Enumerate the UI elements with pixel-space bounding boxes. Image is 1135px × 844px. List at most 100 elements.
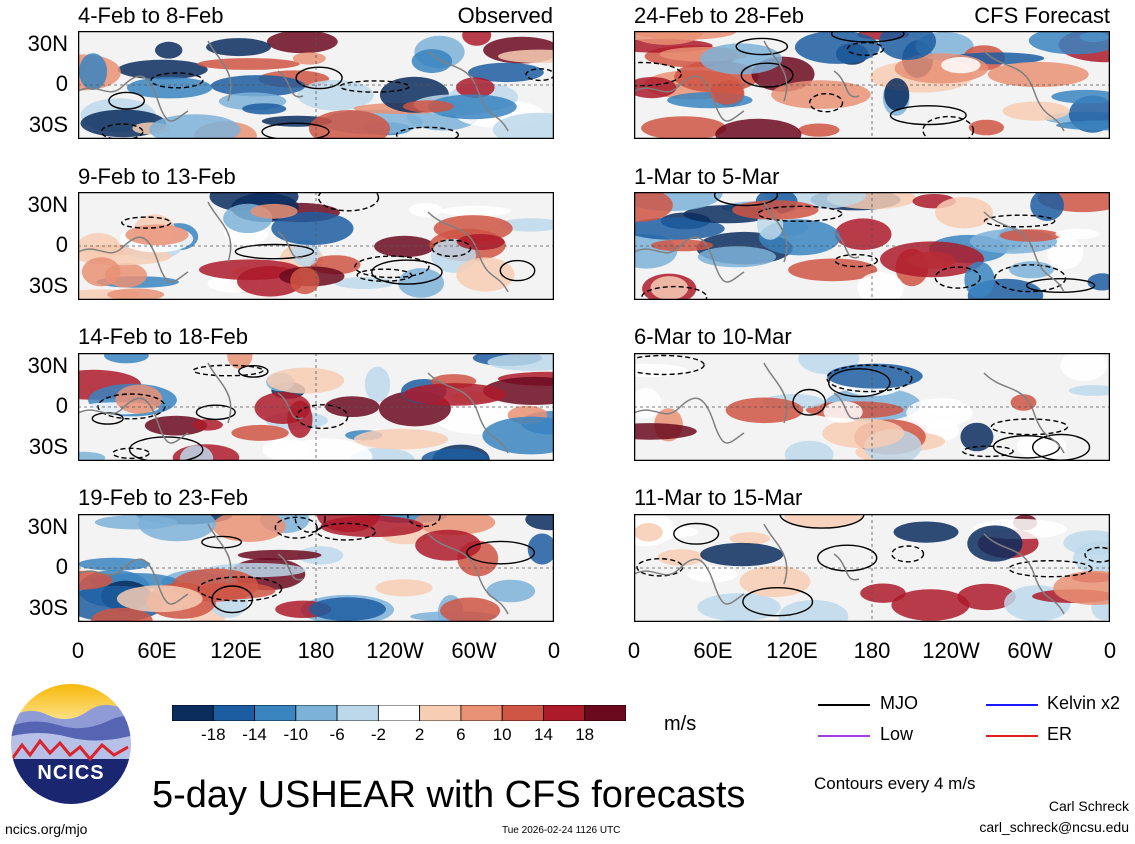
shear-anomaly-blob bbox=[353, 428, 449, 450]
colorbar-segment bbox=[543, 704, 586, 722]
mjo-contour bbox=[316, 522, 376, 541]
shear-anomaly-blob bbox=[634, 423, 697, 440]
shear-anomaly-blob bbox=[1056, 120, 1110, 131]
ncics-logo-text: NCICS bbox=[37, 762, 105, 784]
shear-anomaly-blob bbox=[415, 529, 481, 561]
lat-label-30n-row1: 30N bbox=[27, 31, 68, 56]
shear-anomaly-blob bbox=[1068, 385, 1110, 396]
map-panel-svg bbox=[634, 31, 1110, 139]
mjo-contour bbox=[891, 545, 925, 563]
main-title: 5-day USHEAR with CFS forecasts bbox=[152, 774, 746, 816]
shear-anomaly-blob bbox=[687, 566, 738, 583]
shear-anomaly-blob bbox=[999, 229, 1061, 242]
shear-anomaly-blob bbox=[709, 81, 744, 105]
shear-anomaly-blob bbox=[428, 94, 517, 120]
shear-anomaly-blob bbox=[798, 123, 840, 137]
mjo-contour bbox=[192, 364, 264, 377]
shear-anomaly-blob bbox=[456, 234, 505, 250]
colorbar-tick-label: 6 bbox=[456, 725, 466, 744]
shear-anomaly-blob bbox=[78, 570, 113, 590]
mjo-contour bbox=[371, 259, 443, 285]
mjo-contour bbox=[1084, 546, 1110, 563]
shear-anomaly-blob bbox=[700, 542, 784, 567]
shear-anomaly-blob bbox=[179, 445, 214, 461]
shear-anomaly-blob bbox=[440, 597, 501, 622]
colorbar-tick-label: -2 bbox=[370, 725, 386, 744]
shear-anomaly-blob bbox=[1009, 261, 1054, 279]
shear-anomaly-blob bbox=[266, 367, 345, 394]
shear-anomaly-blob bbox=[375, 579, 433, 597]
lat-label-30n-row2: 30N bbox=[27, 192, 68, 217]
lat-label-30s-row3: 30S bbox=[28, 434, 68, 459]
shear-anomaly-blob bbox=[729, 532, 771, 545]
mjo-contour bbox=[274, 516, 318, 539]
shear-anomaly-blob bbox=[891, 589, 970, 621]
mjo-contour bbox=[296, 404, 349, 430]
ncics-logo bbox=[9, 682, 133, 806]
lon-label-left-0: 0 bbox=[71, 638, 85, 663]
panel-frame bbox=[78, 514, 554, 622]
shear-anomaly-blob bbox=[78, 451, 106, 461]
lat-label-30s-row2: 30S bbox=[28, 273, 68, 298]
mjo-contour bbox=[713, 192, 779, 207]
panel-frame bbox=[78, 353, 554, 461]
colorbar-segment bbox=[377, 704, 421, 722]
mjo-contour bbox=[735, 37, 789, 56]
mjo-contour bbox=[211, 585, 254, 614]
coastline bbox=[634, 201, 1065, 293]
shear-anomaly-blob bbox=[650, 239, 713, 252]
shear-anomaly-blob bbox=[1030, 192, 1064, 221]
legend-label-er: ER bbox=[1047, 724, 1073, 744]
map-panel-obs3 bbox=[78, 353, 554, 461]
legend-swatch-er bbox=[986, 735, 1038, 737]
panel-title-fc3: 6-Mar to 10-Mar bbox=[634, 324, 792, 349]
coastline bbox=[78, 362, 509, 454]
panel-title-fc2: 1-Mar to 5-Mar bbox=[634, 164, 780, 189]
colorbar-segment bbox=[212, 704, 255, 722]
panel-title-fc1: 24-Feb to 28-Feb bbox=[634, 3, 804, 28]
lon-label-left-60w: 60W bbox=[451, 638, 497, 663]
shear-anomaly-blob bbox=[650, 276, 689, 300]
lon-label-right-60w: 60W bbox=[1007, 638, 1053, 663]
shear-anomaly-blob bbox=[497, 49, 554, 63]
mjo-contour bbox=[195, 404, 236, 421]
lat-label-30s-row1: 30S bbox=[28, 112, 68, 137]
mjo-contour bbox=[636, 557, 684, 577]
lat-label-eq-row2: 0 bbox=[55, 232, 68, 257]
coastline bbox=[634, 362, 1065, 454]
lat-label-eq-row1: 0 bbox=[55, 71, 68, 96]
shear-anomaly-blob bbox=[440, 205, 511, 217]
legend-swatch-low bbox=[818, 735, 870, 737]
panel-title-fc4: 11-Mar to 15-Mar bbox=[634, 485, 803, 510]
shear-anomaly-blob bbox=[1010, 394, 1037, 411]
colorbar-segment bbox=[336, 704, 379, 722]
mjo-contour bbox=[994, 264, 1067, 293]
shear-anomaly-blob bbox=[1087, 273, 1110, 291]
coastline bbox=[78, 40, 509, 132]
coastline bbox=[78, 201, 509, 293]
colorbar-tick-label: -10 bbox=[283, 725, 309, 744]
shear-anomaly-blob bbox=[308, 597, 386, 621]
shear-anomaly-blob bbox=[192, 419, 223, 431]
mjo-contour bbox=[983, 214, 1056, 228]
mjo-contour bbox=[201, 535, 243, 549]
mjo-contour bbox=[846, 41, 885, 56]
shear-anomaly-blob bbox=[697, 246, 777, 268]
colorbar-segment bbox=[295, 704, 338, 722]
shear-anomaly-blob bbox=[1028, 31, 1110, 55]
site-link[interactable]: ncics.org/mjo bbox=[5, 821, 88, 837]
colorbar-tick-label: -18 bbox=[201, 725, 226, 744]
mjo-contour bbox=[294, 514, 326, 533]
lon-label-right-120e: 120E bbox=[766, 638, 818, 663]
shear-anomaly-blob bbox=[957, 583, 1016, 611]
shear-anomaly-blob bbox=[117, 59, 208, 80]
mjo-contour bbox=[673, 522, 720, 545]
shear-anomaly-blob bbox=[408, 203, 443, 217]
panel-title-obs4: 19-Feb to 23-Feb bbox=[78, 485, 248, 510]
shear-anomaly-blob bbox=[641, 116, 727, 139]
mjo-contour bbox=[809, 92, 844, 113]
lon-label-left-120e: 120E bbox=[210, 638, 262, 663]
colorbar bbox=[171, 704, 627, 722]
shear-anomaly-blob bbox=[960, 422, 994, 452]
shear-anomaly-blob bbox=[279, 438, 373, 461]
